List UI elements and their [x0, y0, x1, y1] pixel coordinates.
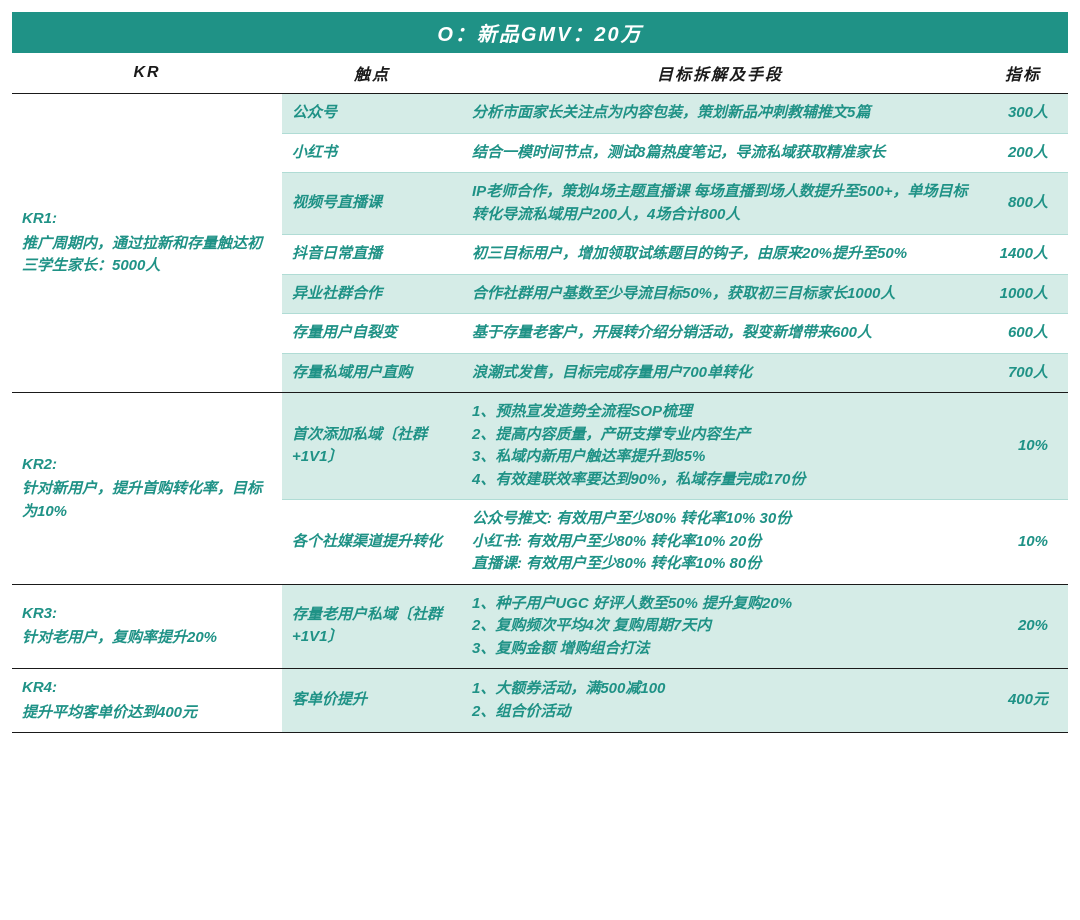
touch-cell: 各个社媒渠道提升转化: [282, 500, 462, 585]
metric-cell: 800人: [978, 173, 1068, 235]
action-cell: 浪潮式发售，目标完成存量用户700单转化: [462, 353, 978, 393]
metric-cell: 300人: [978, 94, 1068, 134]
action-cell: 分析市面家长关注点为内容包装，策划新品冲刺教辅推文5篇: [462, 94, 978, 134]
action-cell: 结合一模时间节点，测试8篇热度笔记，导流私域获取精准家长: [462, 133, 978, 173]
touch-cell: 首次添加私域〔社群+1V1〕: [282, 393, 462, 500]
table-row: KR3:针对老用户，复购率提升20%存量老用户私域〔社群+1V1〕1、种子用户U…: [12, 584, 1068, 669]
touch-cell: 存量用户自裂变: [282, 314, 462, 354]
action-cell: IP老师合作，策划4场主题直播课 每场直播到场人数提升至500+，单场目标转化导…: [462, 173, 978, 235]
kr-label: KR1:推广周期内，通过拉新和存量触达初三学生家长：5000人: [12, 94, 282, 393]
metric-cell: 1000人: [978, 274, 1068, 314]
touch-cell: 小红书: [282, 133, 462, 173]
table-row: KR2:针对新用户，提升首购转化率，目标为10%首次添加私域〔社群+1V1〕1、…: [12, 393, 1068, 500]
touch-cell: 客单价提升: [282, 669, 462, 733]
header-action: 目标拆解及手段: [462, 53, 978, 94]
metric-cell: 600人: [978, 314, 1068, 354]
action-cell: 1、大额券活动，满500减100 2、组合价活动: [462, 669, 978, 733]
touch-cell: 异业社群合作: [282, 274, 462, 314]
objective-title: O：新品GMV：20万: [12, 12, 1068, 53]
kr-label: KR4:提升平均客单价达到400元: [12, 669, 282, 733]
touch-cell: 视频号直播课: [282, 173, 462, 235]
kr-label: KR2:针对新用户，提升首购转化率，目标为10%: [12, 393, 282, 585]
kr-label: KR3:针对老用户，复购率提升20%: [12, 584, 282, 669]
action-cell: 基于存量老客户，开展转介绍分销活动，裂变新增带来600人: [462, 314, 978, 354]
header-metric: 指标: [978, 53, 1068, 94]
table-row: KR1:推广周期内，通过拉新和存量触达初三学生家长：5000人公众号分析市面家长…: [12, 94, 1068, 134]
action-cell: 初三目标用户，增加领取试练题目的钩子，由原来20%提升至50%: [462, 235, 978, 275]
okr-table: KR 触点 目标拆解及手段 指标 KR1:推广周期内，通过拉新和存量触达初三学生…: [12, 53, 1068, 733]
table-row: KR4:提升平均客单价达到400元客单价提升1、大额券活动，满500减100 2…: [12, 669, 1068, 733]
metric-cell: 400元: [978, 669, 1068, 733]
action-cell: 1、预热宣发造势全流程SOP梳理 2、提高内容质量，产研支撑专业内容生产 3、私…: [462, 393, 978, 500]
metric-cell: 1400人: [978, 235, 1068, 275]
touch-cell: 存量私域用户直购: [282, 353, 462, 393]
touch-cell: 抖音日常直播: [282, 235, 462, 275]
touch-cell: 公众号: [282, 94, 462, 134]
metric-cell: 10%: [978, 393, 1068, 500]
metric-cell: 700人: [978, 353, 1068, 393]
metric-cell: 10%: [978, 500, 1068, 585]
action-cell: 合作社群用户基数至少导流目标50%，获取初三目标家长1000人: [462, 274, 978, 314]
metric-cell: 200人: [978, 133, 1068, 173]
action-cell: 1、种子用户UGC 好评人数至50% 提升复购20% 2、复购频次平均4次 复购…: [462, 584, 978, 669]
metric-cell: 20%: [978, 584, 1068, 669]
header-kr: KR: [12, 53, 282, 94]
header-touch: 触点: [282, 53, 462, 94]
touch-cell: 存量老用户私域〔社群+1V1〕: [282, 584, 462, 669]
action-cell: 公众号推文: 有效用户至少80% 转化率10% 30份 小红书: 有效用户至少8…: [462, 500, 978, 585]
